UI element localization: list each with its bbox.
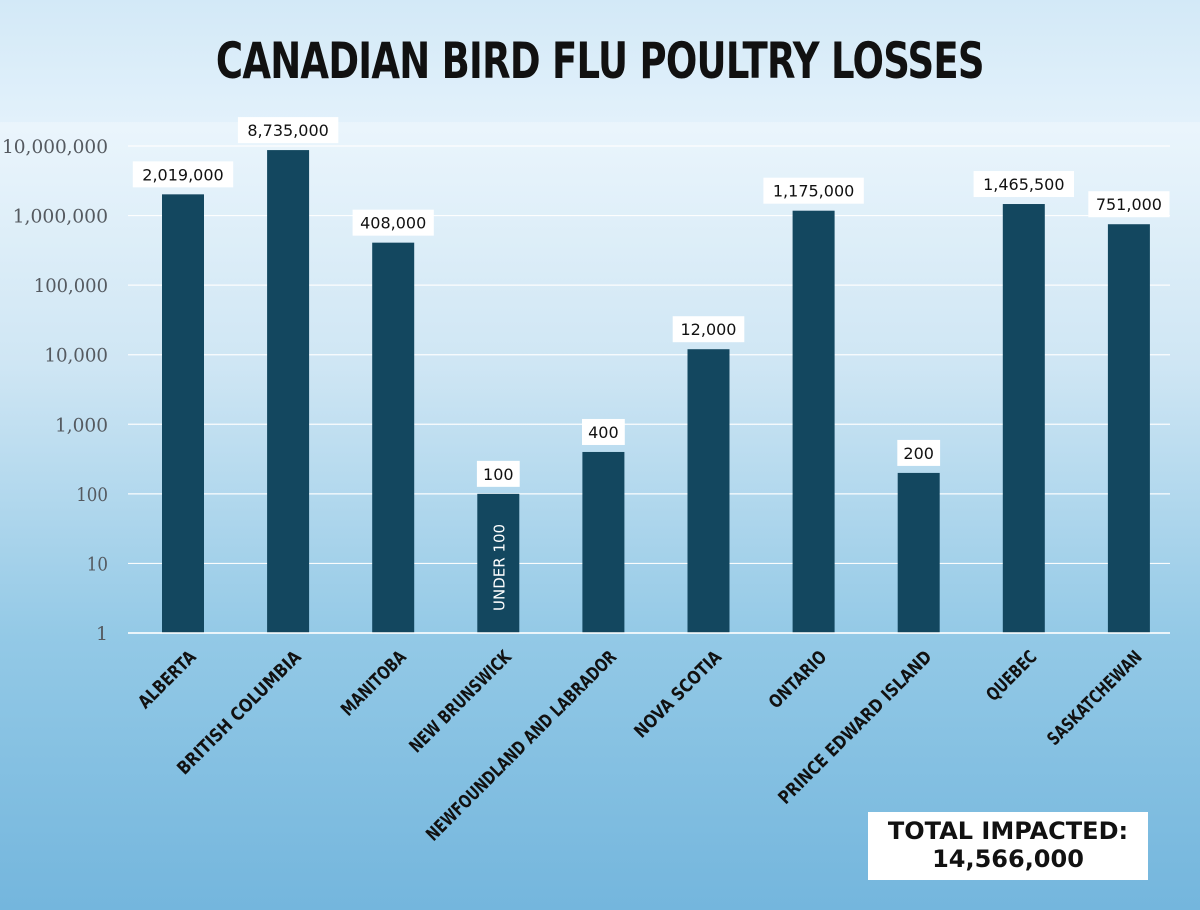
data-label: 1,465,500 [983, 175, 1064, 194]
data-label: 12,000 [681, 320, 737, 339]
bar [372, 242, 415, 633]
data-label-bg [237, 117, 339, 144]
bar [1107, 224, 1150, 634]
data-label-bg [897, 439, 941, 466]
y-tick-label: 1 [96, 623, 108, 645]
x-category-label: ONTARIO [765, 647, 831, 713]
y-tick-label: 100,000 [34, 275, 108, 297]
y-tick-label: 10,000,000 [2, 136, 108, 158]
y-tick-label: 100 [76, 484, 108, 506]
y-tick-label: 1,000,000 [13, 206, 108, 228]
data-label: 1,175,000 [773, 182, 854, 201]
data-label: 400 [588, 423, 619, 442]
x-category-label: MANITOBA [337, 647, 411, 721]
data-label: 408,000 [360, 214, 426, 233]
data-label: 751,000 [1096, 195, 1162, 214]
bar [267, 150, 310, 633]
data-label-bg [1088, 191, 1170, 218]
data-label-bg [476, 460, 520, 487]
data-label-bg [132, 161, 234, 188]
x-category-label: NOVA SCOTIA [630, 647, 726, 743]
bar [897, 472, 940, 633]
title-bar: CANADIAN BIRD FLU POULTRY LOSSES [0, 0, 1200, 122]
bar-annotation: UNDER 100 [490, 524, 508, 611]
data-label: 100 [483, 465, 514, 484]
bar [1002, 204, 1045, 633]
bar [582, 451, 625, 633]
data-label-bg [973, 171, 1074, 198]
total-impacted-label: TOTAL IMPACTED: [887, 817, 1129, 846]
data-label: 8,735,000 [247, 121, 328, 140]
chart-title: CANADIAN BIRD FLU POULTRY LOSSES [216, 32, 985, 90]
data-label-bg [582, 418, 625, 445]
y-tick-label: 10 [87, 553, 108, 575]
bar [687, 349, 730, 633]
data-label-bg [672, 316, 745, 343]
x-category-label: QUEBEC [982, 647, 1041, 706]
bar [162, 194, 204, 633]
bar [792, 210, 835, 633]
y-tick-label: 10,000 [44, 345, 108, 367]
bar [477, 493, 520, 633]
data-label-bg [352, 209, 434, 236]
x-category-label: SASKATCHEWAN [1043, 647, 1146, 750]
data-label-bg [763, 177, 864, 204]
y-tick-label: 1,000 [55, 414, 108, 436]
x-category-label: NEW BRUNSWICK [405, 646, 516, 757]
total-impacted-value: 14,566,000 [932, 845, 1084, 873]
data-label: 200 [903, 444, 934, 463]
x-category-label: NEWFOUNDLAND AND LABRADOR [422, 647, 621, 846]
data-label: 2,019,000 [142, 165, 223, 184]
x-category-label: ALBERTA [134, 647, 200, 713]
total-impacted-box: TOTAL IMPACTED: 14,566,000 [868, 812, 1148, 880]
